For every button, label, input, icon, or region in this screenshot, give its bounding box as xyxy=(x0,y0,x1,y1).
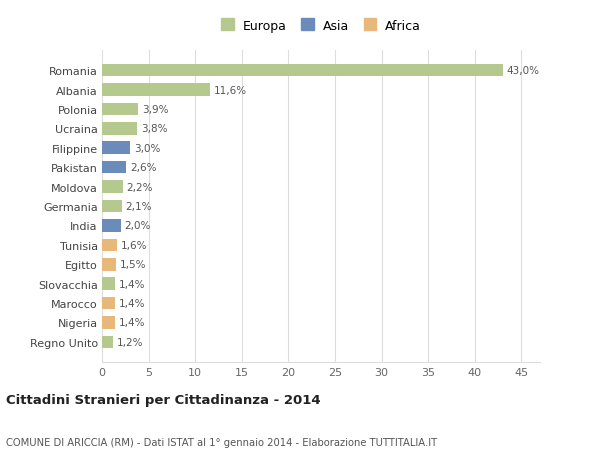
Bar xyxy=(102,258,116,271)
Text: 2,1%: 2,1% xyxy=(125,202,152,212)
Bar xyxy=(102,200,122,213)
Text: 11,6%: 11,6% xyxy=(214,85,247,95)
Bar xyxy=(102,181,122,194)
Bar xyxy=(102,297,115,310)
Text: 1,2%: 1,2% xyxy=(117,337,143,347)
Bar xyxy=(102,103,139,116)
Bar xyxy=(102,336,113,348)
Text: 2,6%: 2,6% xyxy=(130,163,157,173)
Text: 2,0%: 2,0% xyxy=(124,221,151,231)
Bar xyxy=(102,84,210,97)
Bar xyxy=(102,278,115,291)
Bar xyxy=(102,162,126,174)
Bar xyxy=(102,123,137,135)
Bar xyxy=(102,142,130,155)
Text: 3,8%: 3,8% xyxy=(141,124,167,134)
Text: 1,6%: 1,6% xyxy=(121,241,147,250)
Text: 3,0%: 3,0% xyxy=(134,144,160,153)
Text: 1,4%: 1,4% xyxy=(119,318,145,328)
Text: COMUNE DI ARICCIA (RM) - Dati ISTAT al 1° gennaio 2014 - Elaborazione TUTTITALIA: COMUNE DI ARICCIA (RM) - Dati ISTAT al 1… xyxy=(6,437,437,448)
Text: Cittadini Stranieri per Cittadinanza - 2014: Cittadini Stranieri per Cittadinanza - 2… xyxy=(6,393,320,406)
Text: 2,2%: 2,2% xyxy=(126,182,153,192)
Bar xyxy=(102,65,503,77)
Bar xyxy=(102,316,115,329)
Text: 3,9%: 3,9% xyxy=(142,105,169,115)
Legend: Europa, Asia, Africa: Europa, Asia, Africa xyxy=(216,15,426,38)
Text: 43,0%: 43,0% xyxy=(506,66,539,76)
Bar xyxy=(102,239,117,252)
Text: 1,4%: 1,4% xyxy=(119,279,145,289)
Text: 1,5%: 1,5% xyxy=(120,260,146,269)
Bar xyxy=(102,219,121,232)
Text: 1,4%: 1,4% xyxy=(119,298,145,308)
